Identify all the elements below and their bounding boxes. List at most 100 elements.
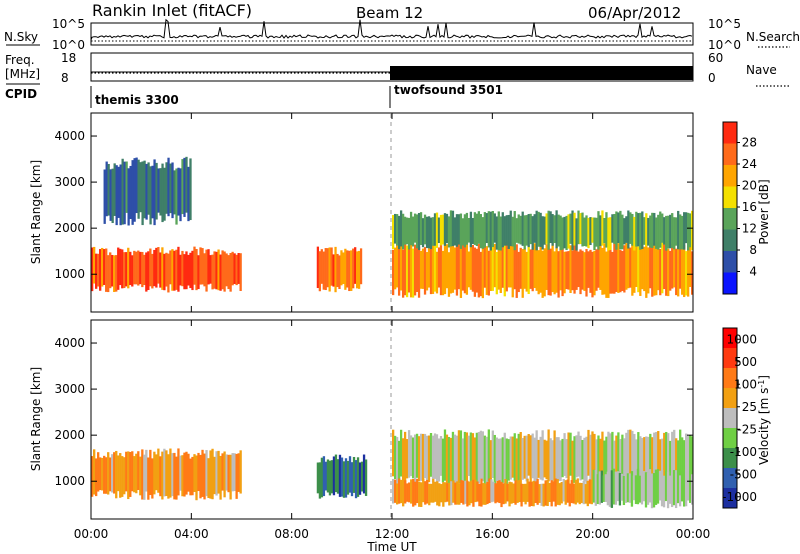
data-band-cell [605, 251, 608, 298]
data-band-cell [103, 455, 106, 494]
data-band-cell [332, 456, 336, 496]
data-band-cell [481, 217, 484, 249]
data-band-cell [655, 242, 658, 296]
data-band-cell [687, 212, 690, 251]
data-band-cell [229, 253, 232, 292]
nave-label: Nave [746, 63, 777, 77]
data-band-cell [545, 244, 548, 290]
data-band-cell [420, 482, 423, 507]
data-band-cell [399, 210, 403, 247]
data-band-cell [530, 481, 533, 507]
data-band-cell [647, 436, 650, 480]
data-band-cell [595, 217, 598, 247]
data-band-cell [549, 248, 552, 296]
data-band-cell [403, 241, 407, 296]
data-band-cell [649, 215, 652, 248]
data-band-cell [231, 453, 234, 492]
data-band-cell [103, 249, 106, 285]
data-band-cell [681, 215, 684, 250]
data-band-cell [219, 455, 222, 500]
data-band-cell [169, 250, 172, 285]
y-tick-label: 3000 [54, 175, 85, 189]
data-band-cell [332, 254, 335, 287]
data-band-cell [435, 434, 439, 484]
data-band-cell [672, 470, 676, 506]
data-band-cell [567, 251, 570, 290]
data-band-cell [199, 454, 202, 499]
data-band [592, 468, 694, 509]
data-band-cell [509, 436, 512, 480]
data-band-cell [469, 432, 473, 487]
data-band-cell [415, 433, 419, 478]
data-band-cell [635, 243, 638, 287]
data-band [392, 240, 694, 299]
data-band [316, 246, 363, 293]
data-band-cell [153, 451, 156, 495]
data-band-cell [619, 439, 622, 483]
data-band-cell [623, 438, 626, 480]
data-band-cell [671, 244, 674, 289]
data-band-cell [675, 438, 678, 482]
data-band-cell [691, 436, 694, 484]
data-band-cell [133, 250, 136, 285]
data-band-cell [336, 253, 339, 288]
data-band-cell [487, 250, 490, 296]
data-band-cell [633, 216, 636, 251]
data-band-cell [597, 435, 600, 485]
data-band-cell [652, 473, 656, 508]
data-band-cell [465, 212, 469, 245]
data-band-cell [412, 478, 415, 507]
data-band-cell [155, 162, 158, 220]
data-band-cell [661, 242, 664, 294]
data-band-cell [553, 430, 556, 484]
data-band-cell [475, 432, 479, 482]
data-band-cell [459, 213, 463, 249]
data-band-cell [149, 449, 152, 496]
data-band-cell [529, 435, 532, 486]
data-band-cell [328, 247, 331, 292]
y-tick-label: 2000 [54, 221, 85, 235]
data-band-cell [535, 245, 538, 291]
data-band-cell [475, 213, 479, 246]
data-band-cell [413, 244, 417, 296]
x-tick-label: 08:00 [274, 527, 309, 541]
data-band-cell [165, 450, 168, 497]
data-band-cell [111, 454, 114, 493]
data-band-cell [119, 453, 122, 498]
data-band-cell [396, 483, 399, 505]
data-band-cell [509, 210, 512, 247]
data-band-cell [621, 214, 624, 250]
data-band-cell [589, 249, 592, 293]
data-band-cell [147, 251, 150, 291]
data-band-cell [579, 213, 582, 245]
data-band-cell [163, 448, 166, 497]
data-band-cell [135, 157, 138, 214]
data-band-cell [642, 471, 646, 502]
data-band-cell [541, 430, 544, 481]
data-band-cell [453, 434, 457, 484]
data-band-cell [678, 475, 682, 507]
data-band-cell [189, 158, 192, 221]
data-band-cell [525, 435, 528, 482]
data-band-cell [239, 253, 242, 291]
data-band-cell [536, 478, 539, 505]
colorbar-tick-label: -100 [730, 445, 757, 459]
data-band-cell [543, 216, 546, 245]
data-band-cell [673, 217, 676, 250]
data-band-cell [582, 480, 585, 505]
data-band-cell [159, 252, 162, 288]
data-band-cell [599, 215, 602, 246]
data-band-cell [364, 459, 368, 496]
data-band-cell [457, 214, 461, 245]
data-band-cell [93, 449, 96, 495]
data-band-cell [473, 247, 477, 297]
data-band-cell [445, 434, 449, 485]
data-band-cell [635, 211, 638, 247]
data-band-cell [415, 245, 419, 292]
data-band-cell [419, 212, 423, 245]
data-band-cell [568, 483, 571, 507]
data-band-cell [431, 435, 435, 483]
data-band-cell [550, 480, 553, 507]
colorbar-tick-label: -500 [730, 467, 757, 481]
data-band-cell [445, 244, 449, 289]
